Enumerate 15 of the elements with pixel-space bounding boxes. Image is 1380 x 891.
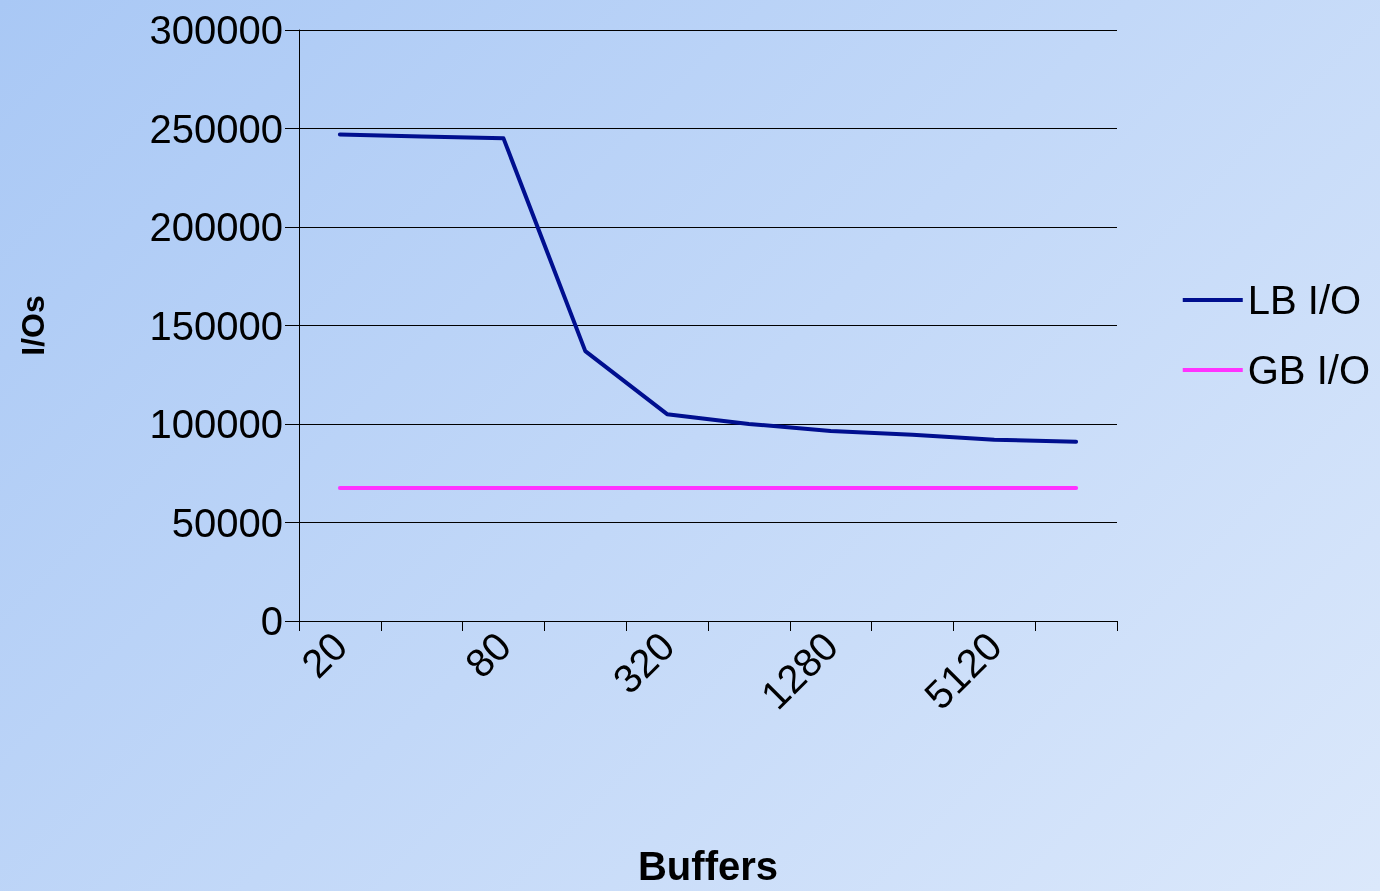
line-series — [337, 132, 1079, 444]
x-tick-label: 80 — [456, 623, 520, 687]
legend-label: GB I/O — [1247, 348, 1370, 392]
y-tick-label: 300000 — [149, 8, 283, 52]
x-tick-label: 320 — [604, 623, 683, 702]
y-tick-label: 150000 — [149, 303, 283, 348]
y-tick-label: 200000 — [149, 205, 283, 249]
y-tick-label: 50000 — [171, 500, 283, 545]
x-tick-label: 20 — [292, 623, 356, 687]
legend-label: LB I/O — [1247, 278, 1362, 322]
y-tick-label: 250000 — [149, 106, 283, 151]
y-tick-label: 0 — [260, 599, 283, 643]
y-axis-title: I/Os — [15, 295, 51, 356]
y-tick-label: 100000 — [149, 402, 283, 446]
x-axis-title: Buffers — [637, 844, 779, 888]
